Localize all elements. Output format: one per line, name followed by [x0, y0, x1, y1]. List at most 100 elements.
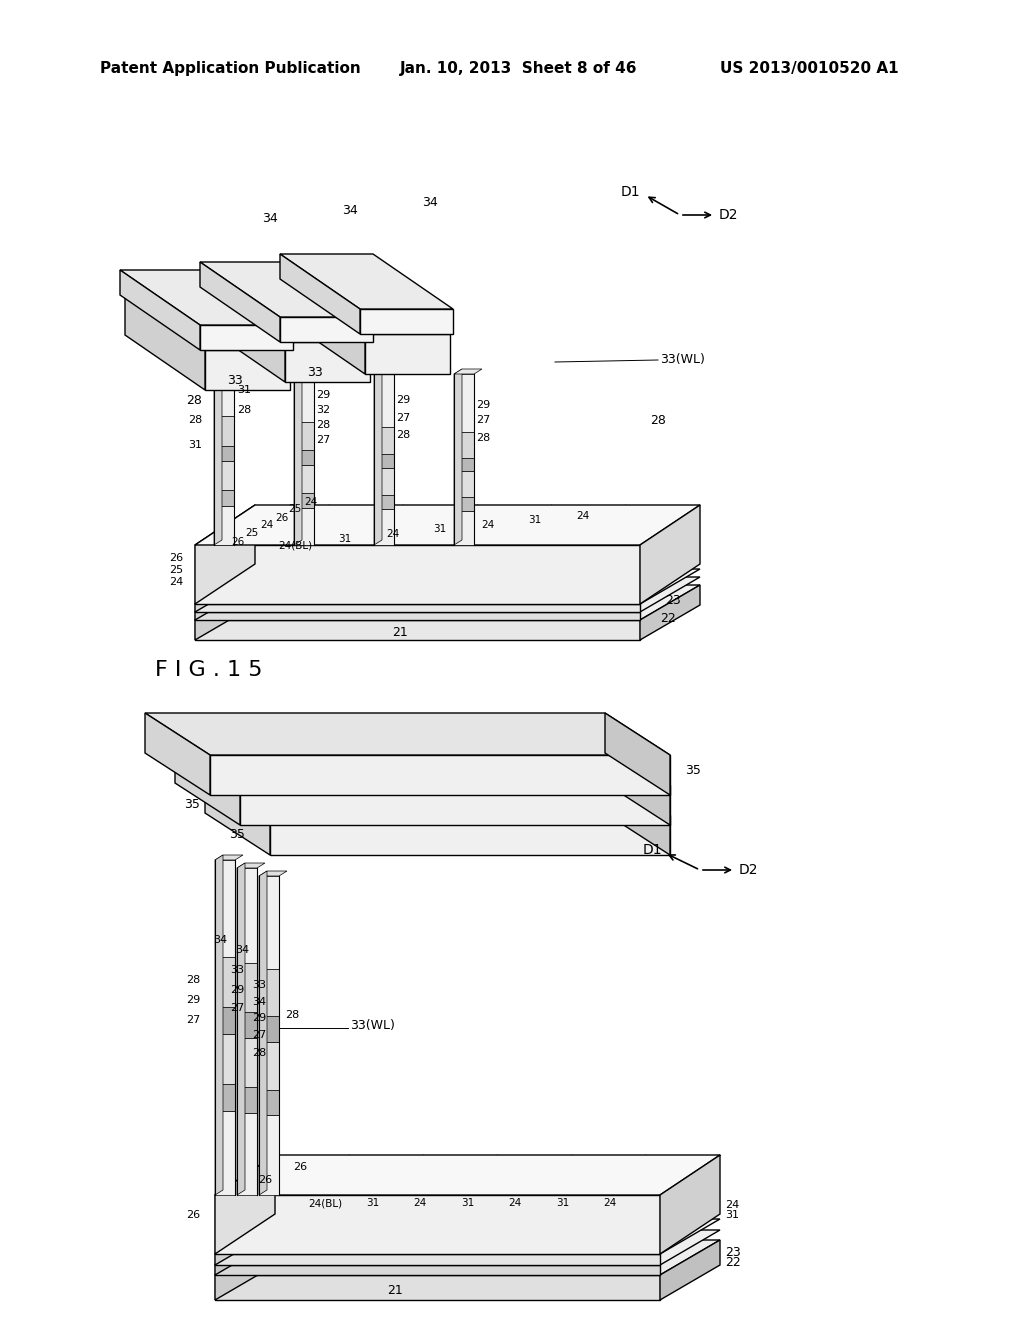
Text: 26: 26	[186, 1210, 200, 1220]
Polygon shape	[285, 279, 450, 334]
Text: 28: 28	[187, 414, 202, 425]
Text: 28: 28	[316, 420, 331, 430]
Polygon shape	[214, 506, 234, 545]
Text: 33(WL): 33(WL)	[350, 1019, 395, 1031]
Polygon shape	[215, 1155, 720, 1195]
Polygon shape	[215, 1155, 275, 1254]
Polygon shape	[205, 774, 270, 855]
Text: 24: 24	[304, 498, 317, 507]
Polygon shape	[374, 426, 394, 454]
Polygon shape	[237, 1113, 257, 1195]
Text: 24: 24	[386, 529, 399, 539]
Text: 27: 27	[476, 414, 490, 425]
Text: 27: 27	[396, 413, 411, 422]
Polygon shape	[215, 1218, 720, 1254]
Polygon shape	[200, 261, 280, 342]
Polygon shape	[374, 360, 382, 545]
Text: 33(WL): 33(WL)	[660, 354, 705, 367]
Text: 31: 31	[433, 524, 446, 535]
Text: 26: 26	[231, 537, 245, 546]
Polygon shape	[195, 506, 700, 545]
Polygon shape	[195, 620, 640, 640]
Text: 33: 33	[227, 374, 243, 387]
Polygon shape	[215, 1111, 234, 1195]
Polygon shape	[280, 253, 453, 309]
Polygon shape	[285, 279, 365, 374]
Polygon shape	[195, 569, 700, 605]
Polygon shape	[640, 506, 700, 605]
Polygon shape	[454, 370, 462, 545]
Polygon shape	[237, 1012, 257, 1038]
Text: F I G . 1 5: F I G . 1 5	[155, 660, 262, 680]
Polygon shape	[237, 962, 257, 1012]
Text: 31: 31	[367, 1199, 380, 1208]
Polygon shape	[215, 1265, 660, 1275]
Text: 22: 22	[660, 611, 676, 624]
Polygon shape	[374, 510, 394, 545]
Polygon shape	[215, 1230, 720, 1265]
Text: 24: 24	[481, 520, 495, 531]
Polygon shape	[215, 1007, 234, 1034]
Polygon shape	[175, 743, 670, 785]
Text: 35: 35	[493, 743, 508, 756]
Polygon shape	[215, 1275, 660, 1300]
Polygon shape	[215, 1218, 275, 1265]
Text: D2: D2	[738, 863, 758, 876]
Text: D1: D1	[621, 185, 640, 199]
Polygon shape	[175, 743, 240, 825]
Text: 31: 31	[188, 440, 202, 450]
Polygon shape	[205, 774, 670, 814]
Polygon shape	[195, 577, 255, 620]
Polygon shape	[285, 342, 370, 381]
Polygon shape	[215, 1195, 660, 1254]
Polygon shape	[280, 253, 360, 334]
Polygon shape	[660, 1239, 720, 1300]
Polygon shape	[215, 855, 223, 1195]
Text: 31: 31	[725, 1210, 739, 1220]
Polygon shape	[214, 350, 234, 416]
Polygon shape	[605, 713, 670, 795]
Polygon shape	[237, 863, 245, 1195]
Polygon shape	[374, 454, 394, 469]
Text: 34: 34	[422, 195, 438, 209]
Polygon shape	[237, 863, 265, 869]
Text: 33: 33	[307, 366, 323, 379]
Polygon shape	[215, 1239, 720, 1275]
Text: 34: 34	[342, 203, 357, 216]
Polygon shape	[374, 366, 394, 426]
Text: 27: 27	[185, 1015, 200, 1026]
Text: 34: 34	[213, 935, 227, 945]
Polygon shape	[294, 465, 314, 492]
Polygon shape	[195, 585, 255, 640]
Polygon shape	[214, 491, 234, 506]
Polygon shape	[214, 446, 234, 461]
Polygon shape	[215, 1254, 660, 1265]
Text: 24: 24	[725, 1200, 739, 1210]
Polygon shape	[205, 286, 370, 342]
Text: 31: 31	[556, 1199, 569, 1208]
Polygon shape	[205, 350, 290, 389]
Polygon shape	[294, 508, 314, 545]
Polygon shape	[125, 294, 205, 389]
Polygon shape	[640, 585, 700, 640]
Polygon shape	[120, 271, 293, 325]
Polygon shape	[200, 261, 373, 317]
Polygon shape	[240, 785, 670, 825]
Polygon shape	[237, 1038, 257, 1088]
Text: 26: 26	[293, 1162, 307, 1172]
Text: Jan. 10, 2013  Sheet 8 of 46: Jan. 10, 2013 Sheet 8 of 46	[400, 61, 638, 75]
Text: 31: 31	[462, 1199, 475, 1208]
Polygon shape	[125, 294, 290, 350]
Polygon shape	[215, 1230, 275, 1275]
Text: 28: 28	[650, 413, 666, 426]
Text: D2: D2	[718, 209, 737, 222]
Polygon shape	[145, 713, 210, 795]
Text: 24: 24	[414, 1199, 427, 1208]
Polygon shape	[195, 569, 255, 612]
Text: 34: 34	[234, 945, 249, 954]
Polygon shape	[215, 861, 234, 957]
Text: 22: 22	[725, 1255, 740, 1269]
Polygon shape	[120, 271, 200, 350]
Text: 31: 31	[338, 535, 351, 544]
Text: 24: 24	[508, 1199, 521, 1208]
